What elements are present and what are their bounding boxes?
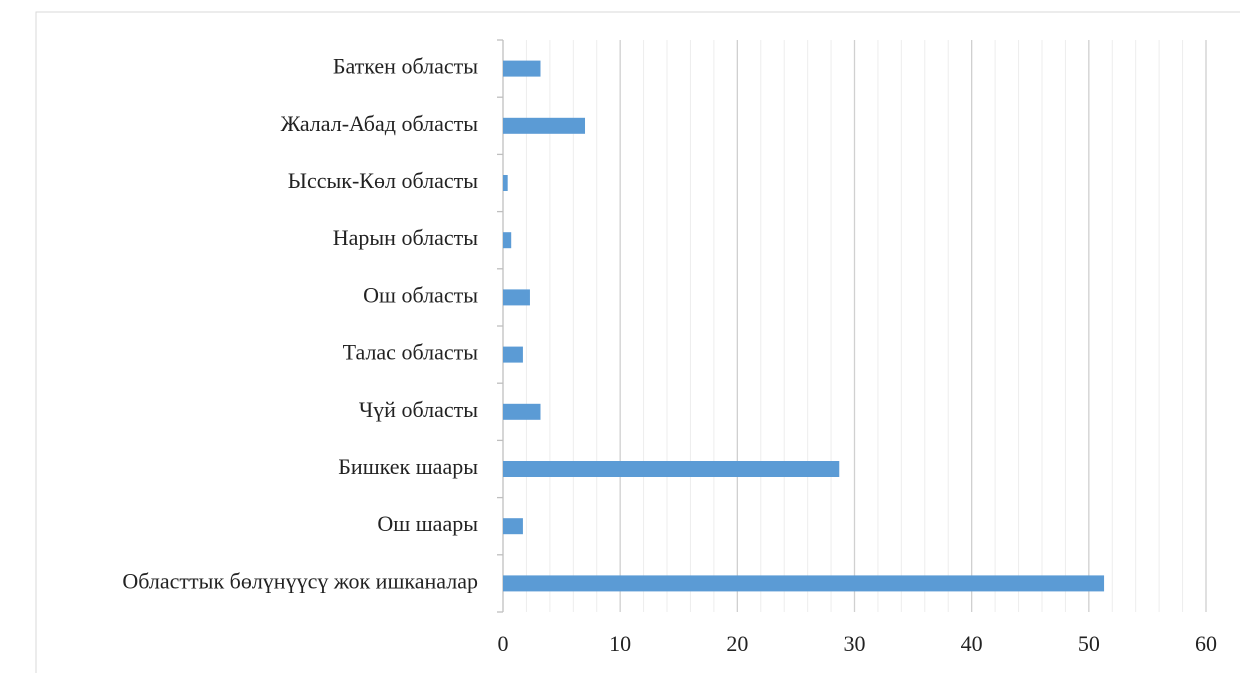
bar	[503, 117, 586, 134]
y-tick-label: Чүй областы	[359, 397, 478, 422]
bar	[503, 175, 508, 191]
x-tick-label: 20	[726, 631, 748, 656]
bar	[503, 403, 541, 420]
x-tick-label: 10	[609, 631, 631, 656]
y-tick-label: Нарын областы	[333, 225, 478, 250]
y-tick-label: Ыссык-Көл областы	[288, 168, 478, 193]
bar	[503, 518, 523, 535]
y-tick-label: Баткен областы	[333, 54, 478, 79]
x-tick-label: 40	[961, 631, 983, 656]
y-tick-label: Областтык бөлүнүүсү жок ишканалар	[122, 568, 478, 593]
chart-frame	[35, 11, 1240, 673]
bar	[503, 346, 523, 363]
y-tick-label: Ош областы	[363, 282, 478, 307]
x-tick-label: 30	[844, 631, 866, 656]
bar	[503, 232, 512, 249]
bar	[503, 461, 840, 477]
x-tick-label: 50	[1078, 631, 1100, 656]
y-tick-label: Бишкек шаары	[338, 454, 478, 479]
y-tick-label: Ош шаары	[377, 511, 478, 536]
bar	[503, 289, 530, 306]
bar	[503, 575, 1105, 592]
y-tick-label: Жалал-Абад областы	[281, 111, 479, 136]
x-tick-label: 0	[498, 631, 509, 656]
x-tick-label: 60	[1195, 631, 1217, 656]
bar	[503, 60, 541, 77]
y-tick-label: Талас областы	[343, 340, 479, 365]
